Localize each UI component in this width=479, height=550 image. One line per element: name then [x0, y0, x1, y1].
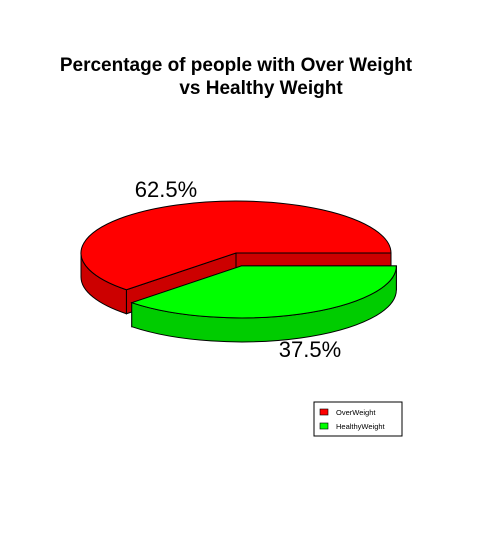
pie-label-overweight: 62.5% — [135, 177, 197, 202]
pie-label-healthyweight: 37.5% — [279, 337, 341, 362]
chart-legend: OverWeight HealthyWeight — [313, 401, 403, 437]
legend-label-healthyweight: HealthyWeight — [336, 422, 386, 431]
legend-box — [313, 401, 403, 437]
chart-title-line-2: vs Healthy Weight — [179, 78, 343, 99]
pie-labels: 62.5% 37.5% — [135, 177, 341, 362]
legend-swatch-overweight — [319, 408, 329, 416]
pie-slice-top — [130, 265, 397, 319]
chart-title-line-1: Percentage of people with Over Weight — [60, 55, 413, 76]
pie-slice-top — [80, 200, 392, 291]
legend-swatch-healthyweight — [319, 422, 329, 430]
legend-label-overweight: OverWeight — [336, 408, 376, 417]
pie-slice-healthyweight — [130, 265, 397, 343]
pie-slices — [80, 200, 397, 343]
